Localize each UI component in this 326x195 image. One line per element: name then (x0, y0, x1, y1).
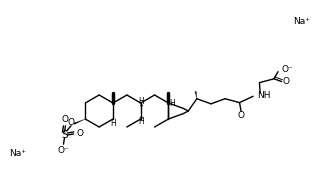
Text: NH: NH (257, 91, 271, 100)
Text: O: O (62, 115, 69, 124)
Text: Na⁺: Na⁺ (293, 18, 310, 27)
Text: Na⁺: Na⁺ (9, 149, 26, 158)
Text: H: H (138, 118, 143, 127)
Text: O: O (238, 111, 244, 120)
Text: H: H (138, 97, 143, 105)
Text: O⁻: O⁻ (58, 146, 69, 155)
Text: H: H (170, 98, 175, 107)
Text: H: H (110, 120, 116, 129)
Text: O⁻: O⁻ (281, 65, 293, 74)
Text: S: S (61, 130, 68, 140)
Text: O: O (282, 77, 289, 86)
Text: O: O (76, 129, 83, 137)
Text: O: O (67, 118, 75, 127)
